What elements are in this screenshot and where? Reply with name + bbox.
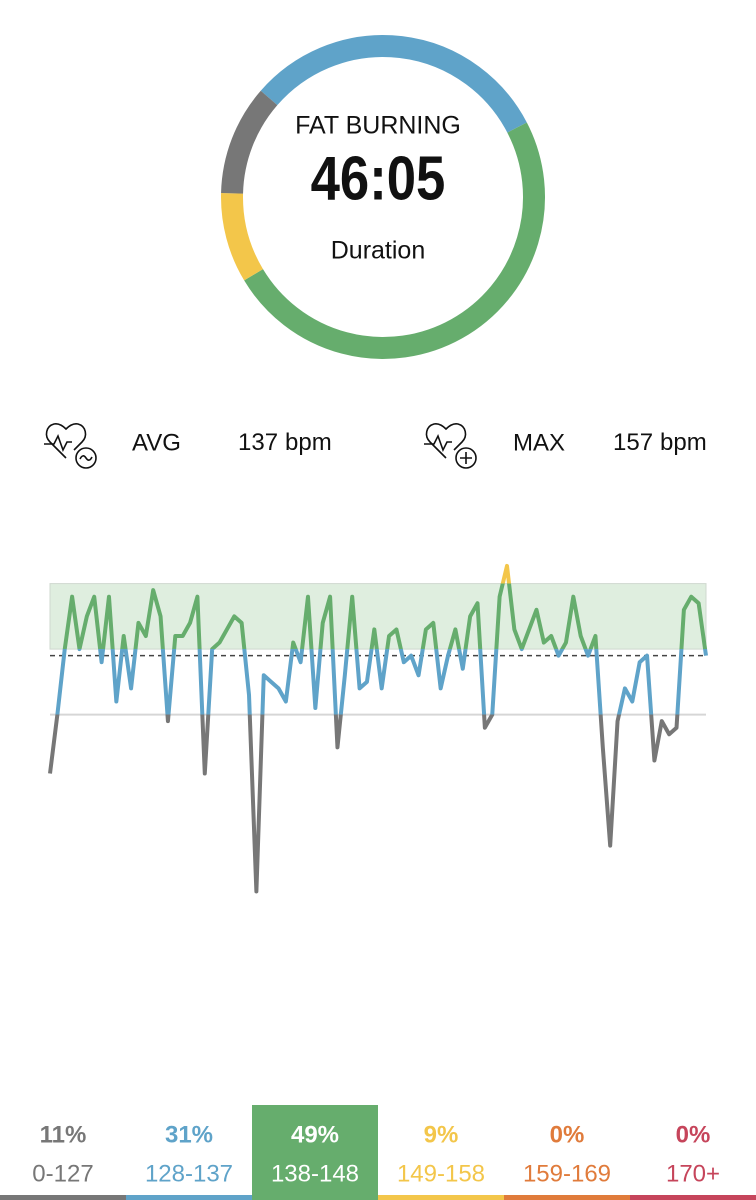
ring-segment xyxy=(221,193,264,281)
zone-range: 138-148 xyxy=(271,1160,359,1187)
zone-bar xyxy=(126,1195,252,1200)
avg-icon xyxy=(44,423,97,469)
zone-range: 170+ xyxy=(666,1160,720,1187)
zone-bar xyxy=(630,1195,756,1200)
zone-percent: 0% xyxy=(550,1121,585,1148)
duration-time: 46:05 xyxy=(311,144,446,213)
ring-segment xyxy=(221,90,278,194)
zone-bar xyxy=(0,1195,126,1200)
zone-percent: 0% xyxy=(676,1121,711,1148)
ring-text: FAT BURNING 46:05 Duration xyxy=(295,112,461,265)
stat-value: 137 bpm xyxy=(238,429,332,456)
stat-number: 137 xyxy=(238,429,278,456)
icons xyxy=(44,423,477,469)
zone-percent: 31% xyxy=(165,1121,213,1148)
duration-caption: Duration xyxy=(331,237,426,265)
zone-bar xyxy=(252,1195,378,1200)
selected-zone-bg xyxy=(252,1105,378,1200)
zone-bar xyxy=(504,1195,630,1200)
zone-range: 128-137 xyxy=(145,1160,233,1187)
ring-segment xyxy=(244,122,545,359)
heart-rate-line xyxy=(48,563,708,894)
stat-unit: bpm xyxy=(285,429,332,456)
zone-percent: 49% xyxy=(291,1121,339,1148)
zone-range: 0-127 xyxy=(32,1160,93,1187)
stat-label: MAX xyxy=(513,429,565,456)
zone-name: FAT BURNING xyxy=(295,112,461,140)
stat-number: 157 xyxy=(613,429,653,456)
zone-bar xyxy=(378,1195,504,1200)
zone-range: 149-158 xyxy=(397,1160,485,1187)
ring-segment xyxy=(260,35,527,133)
zone-percent: 11% xyxy=(40,1121,87,1148)
stat-unit: bpm xyxy=(660,429,707,456)
zone-range: 159-169 xyxy=(523,1160,611,1187)
stat-label: AVG xyxy=(132,429,181,456)
max-icon xyxy=(424,423,477,469)
stat-value: 157 bpm xyxy=(613,429,707,456)
zone-percent: 9% xyxy=(424,1121,459,1148)
